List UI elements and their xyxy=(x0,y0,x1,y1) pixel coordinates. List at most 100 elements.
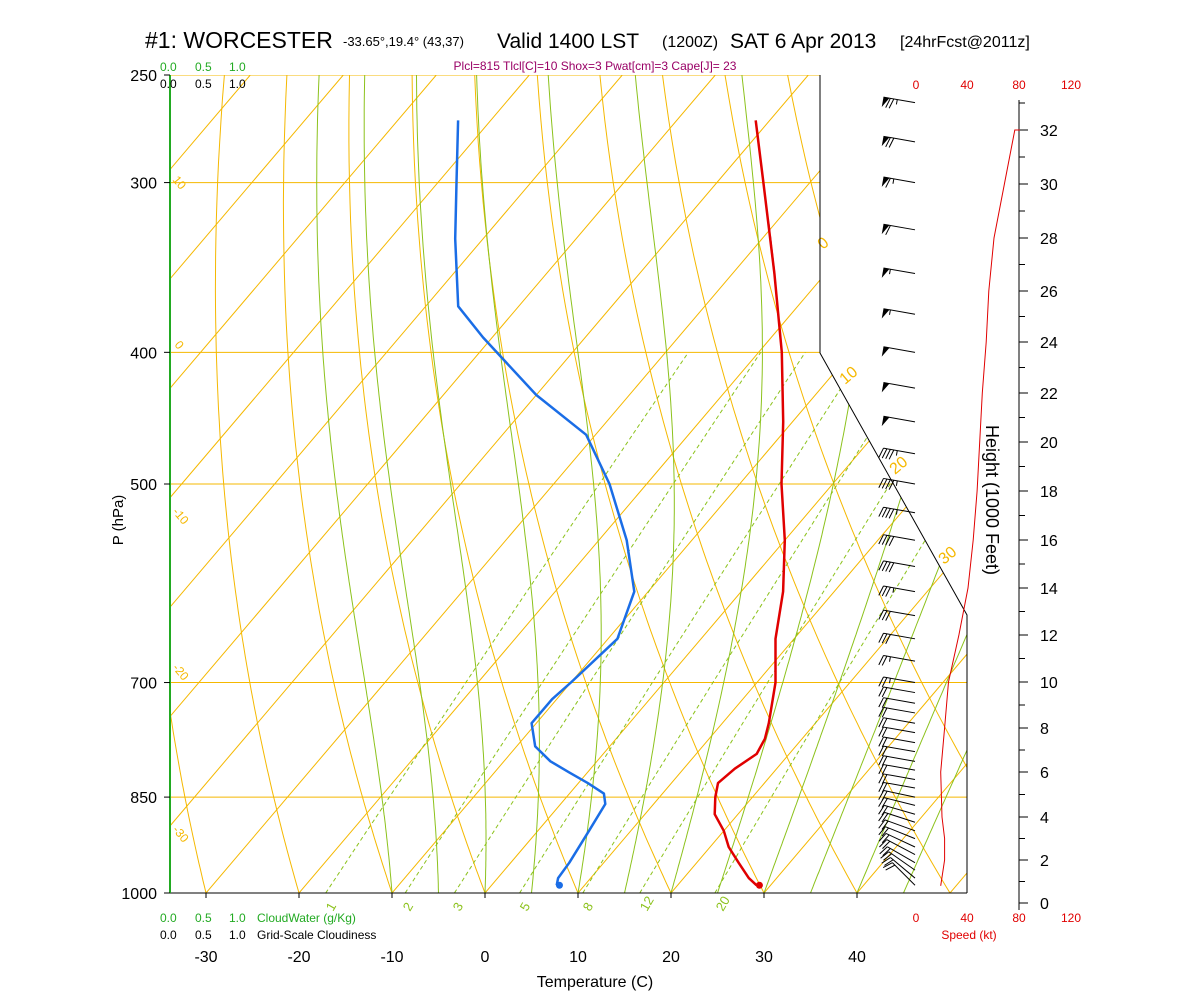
barb-half xyxy=(892,178,895,184)
wind-barb xyxy=(881,415,916,427)
wind-barb xyxy=(878,726,916,738)
chart-title: #1: WORCESTER -33.65°,19.4° (43,37) Vali… xyxy=(145,27,1030,53)
barb-full xyxy=(881,737,888,748)
barb-full xyxy=(881,756,888,766)
mixing-ratio-label: 8 xyxy=(580,900,597,914)
barb-full xyxy=(888,137,895,148)
barb-full xyxy=(881,718,888,728)
barb-full xyxy=(881,698,888,708)
barb-shaft xyxy=(883,797,916,806)
mixing-ratio-label: 2 xyxy=(400,900,417,914)
barb-full xyxy=(882,840,891,849)
isotherm xyxy=(170,75,344,893)
barb-shaft xyxy=(886,839,916,856)
barb-full xyxy=(881,798,888,808)
barb-full xyxy=(885,587,891,597)
wind-barb xyxy=(878,534,916,547)
moist-adiabat xyxy=(316,75,393,893)
barb-shaft xyxy=(890,857,916,879)
barb-full xyxy=(878,609,884,620)
barb-full xyxy=(878,478,884,488)
barb-full xyxy=(888,449,895,460)
speed-top-120: 120 xyxy=(1061,78,1081,92)
pressure-axis: 250 300 400 500 700 850 1000 xyxy=(121,68,170,903)
cloudwater-bot-0: 0.0 xyxy=(160,911,177,925)
barb-full xyxy=(885,479,891,490)
barb-shaft xyxy=(883,755,916,762)
barb-full xyxy=(881,827,889,837)
barb-shaft xyxy=(885,826,916,840)
moist-adiabat xyxy=(363,75,439,893)
pressure-tick-label: 300 xyxy=(130,176,157,193)
barb-full xyxy=(881,448,888,459)
wind-barb xyxy=(878,585,916,597)
x-tick-label: 10 xyxy=(569,949,587,966)
speed-top-40: 40 xyxy=(960,78,974,92)
mixing-ratio-label: 12 xyxy=(637,893,657,913)
barb-shaft xyxy=(883,686,916,694)
dry-adiabat-label: -30 xyxy=(170,823,192,846)
barb-shaft xyxy=(883,745,916,753)
barb-full xyxy=(885,98,891,108)
barb-shaft xyxy=(883,676,916,684)
barb-half xyxy=(889,656,891,662)
cloudiness-label: Grid-Scale Cloudiness xyxy=(257,928,376,942)
cloudwater-top-05: 0.5 xyxy=(195,60,212,74)
barb-full xyxy=(881,764,888,775)
title-station: #1: WORCESTER xyxy=(145,27,333,53)
barb-full xyxy=(881,790,888,801)
wind-barb xyxy=(878,745,916,757)
barb-full xyxy=(878,755,884,766)
dry-adiabat xyxy=(282,75,393,893)
isotherm xyxy=(856,75,967,893)
barb-shaft xyxy=(883,609,916,617)
barb-shaft xyxy=(883,726,916,734)
wind-barb xyxy=(878,755,916,766)
barb-flag xyxy=(881,416,890,427)
isotherm xyxy=(170,75,437,893)
wind-barb xyxy=(878,717,916,728)
height-tick-label: 24 xyxy=(1040,335,1058,352)
height-axis-label: Height (1000 Feet) xyxy=(982,425,1002,575)
barb-shaft xyxy=(883,781,916,789)
mixing-ratio-label: 20 xyxy=(713,893,733,913)
barb-full xyxy=(878,585,884,596)
mixing-ratio-label: 3 xyxy=(450,900,467,914)
isotherm xyxy=(170,75,809,893)
wind-barb xyxy=(878,811,916,823)
height-tick-label: 0 xyxy=(1040,896,1049,913)
moist-adiabat xyxy=(476,75,540,893)
wind-speed-panel: 0 40 80 120 0 40 80 120 Speed (kt) xyxy=(913,78,1082,942)
barb-full xyxy=(878,745,884,756)
barb-flag xyxy=(881,136,890,147)
barb-full xyxy=(878,826,886,836)
barb-full xyxy=(882,862,893,869)
pressure-tick-label: 700 xyxy=(130,676,157,693)
wind-barb xyxy=(878,655,916,666)
barb-full xyxy=(885,225,891,236)
barb-full xyxy=(881,813,889,823)
pressure-tick-label: 400 xyxy=(130,345,157,362)
speed-top-80: 80 xyxy=(1012,78,1026,92)
barb-full xyxy=(885,508,891,518)
wind-barb xyxy=(881,176,916,188)
x-tick-label: -20 xyxy=(287,949,310,966)
dry-adiabat xyxy=(1101,75,1200,893)
barb-full xyxy=(878,633,884,643)
barb-shaft xyxy=(883,655,916,662)
pressure-tick-label: 850 xyxy=(130,790,157,807)
barb-full xyxy=(883,853,892,861)
x-tick-label: -10 xyxy=(380,949,403,966)
barb-shaft xyxy=(883,736,916,744)
height-tick-label: 18 xyxy=(1040,484,1058,501)
temperature-axis: -30 -20 -10 0 10 20 30 40 xyxy=(194,893,866,966)
barb-flag xyxy=(881,267,890,278)
wind-barb xyxy=(881,267,916,278)
isotherm xyxy=(763,75,967,893)
cloudiness-bot-1: 1.0 xyxy=(229,928,246,942)
mixing-ratio-line xyxy=(582,352,922,893)
moist-adiabat xyxy=(624,75,675,893)
barb-full xyxy=(888,98,895,109)
moist-adiabat xyxy=(416,75,487,893)
barb-full xyxy=(881,561,888,572)
